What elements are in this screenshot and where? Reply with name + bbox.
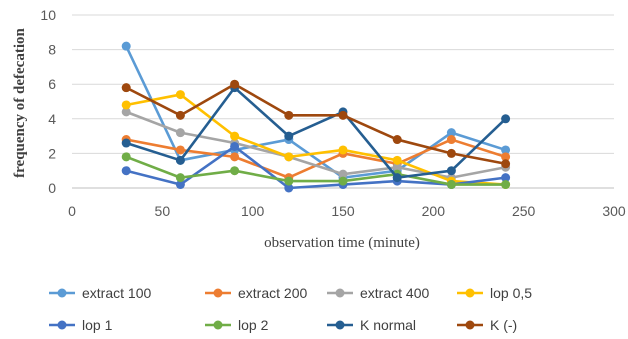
y-tick-label: 6 bbox=[48, 76, 56, 92]
data-point bbox=[175, 145, 185, 155]
data-point bbox=[338, 169, 348, 179]
data-point bbox=[230, 152, 240, 162]
series-5 bbox=[121, 152, 511, 190]
x-axis-title: observation time (minute) bbox=[264, 235, 420, 251]
legend-label: lop 0,5 bbox=[490, 285, 532, 301]
data-point bbox=[501, 114, 511, 124]
legend-item: extract 400 bbox=[327, 285, 429, 301]
data-point bbox=[175, 90, 185, 100]
legend-swatch-marker bbox=[213, 288, 223, 298]
data-point bbox=[392, 155, 402, 165]
data-point bbox=[392, 135, 402, 145]
data-point bbox=[446, 135, 456, 145]
legend-swatch-marker bbox=[335, 288, 345, 298]
legend-item: K normal bbox=[327, 317, 416, 333]
series-line bbox=[125, 155, 506, 186]
legend-item: lop 1 bbox=[49, 317, 113, 333]
series-6 bbox=[121, 83, 511, 183]
x-axis-ticks: 0 50 100 150 200 250 300 bbox=[68, 203, 626, 219]
x-tick-label: 100 bbox=[241, 203, 265, 219]
data-point bbox=[446, 148, 456, 158]
legend-swatch-marker bbox=[465, 320, 475, 330]
data-point bbox=[446, 128, 456, 138]
x-tick-label: 250 bbox=[512, 203, 536, 219]
data-point bbox=[392, 173, 402, 183]
legend-label: extract 100 bbox=[82, 285, 151, 301]
series-7 bbox=[121, 79, 511, 169]
data-point bbox=[230, 79, 240, 89]
series-line bbox=[125, 82, 506, 166]
data-point bbox=[284, 152, 294, 162]
x-tick-label: 0 bbox=[68, 203, 76, 219]
legend-swatch-marker bbox=[57, 288, 67, 298]
data-point bbox=[175, 155, 185, 165]
data-point bbox=[501, 173, 511, 183]
data-point bbox=[284, 131, 294, 141]
data-point bbox=[175, 180, 185, 190]
legend-swatch-marker bbox=[335, 320, 345, 330]
data-point bbox=[175, 128, 185, 138]
y-tick-label: 8 bbox=[48, 42, 56, 58]
legend-item: K (-) bbox=[457, 317, 517, 333]
data-point bbox=[121, 83, 131, 93]
series-line bbox=[125, 86, 507, 179]
data-point bbox=[501, 159, 511, 169]
data-point bbox=[284, 110, 294, 120]
data-point bbox=[501, 152, 511, 162]
legend-swatch-marker bbox=[57, 320, 67, 330]
data-point bbox=[501, 180, 511, 190]
y-tick-label: 4 bbox=[48, 111, 56, 127]
data-point bbox=[121, 100, 131, 110]
data-point bbox=[230, 166, 240, 176]
data-point bbox=[175, 110, 185, 120]
series-line bbox=[125, 45, 506, 179]
series-line bbox=[125, 93, 506, 186]
data-point bbox=[284, 176, 294, 186]
y-axis-title: frequency of defecation bbox=[12, 28, 28, 178]
legend-label: lop 1 bbox=[82, 317, 113, 333]
x-tick-label: 150 bbox=[331, 203, 355, 219]
data-point bbox=[121, 166, 131, 176]
y-tick-label: 10 bbox=[40, 7, 56, 23]
data-point bbox=[230, 131, 240, 141]
data-point bbox=[446, 166, 456, 176]
x-tick-label: 200 bbox=[422, 203, 446, 219]
data-point bbox=[121, 41, 131, 51]
data-point bbox=[121, 152, 131, 162]
data-point bbox=[338, 110, 348, 120]
series-line bbox=[125, 110, 506, 179]
legend-label: K normal bbox=[360, 317, 416, 333]
legend-label: extract 400 bbox=[360, 285, 429, 301]
data-point bbox=[175, 173, 185, 183]
legend-label: extract 200 bbox=[238, 285, 307, 301]
legend-item: extract 200 bbox=[205, 285, 307, 301]
y-tick-label: 2 bbox=[48, 145, 56, 161]
legend-label: lop 2 bbox=[238, 317, 269, 333]
data-point bbox=[338, 145, 348, 155]
data-point bbox=[121, 138, 131, 148]
x-tick-label: 50 bbox=[155, 203, 171, 219]
data-point bbox=[338, 176, 348, 186]
gridlines bbox=[72, 14, 614, 154]
data-point bbox=[392, 162, 402, 172]
legend-item: lop 2 bbox=[205, 317, 269, 333]
legend: extract 100 extract 200 extract 400 lop 0,5… bbox=[49, 285, 532, 333]
data-point bbox=[501, 145, 511, 155]
legend-label: K (-) bbox=[490, 317, 517, 333]
legend-item: lop 0,5 bbox=[457, 285, 532, 301]
data-point bbox=[121, 107, 131, 117]
data-point bbox=[230, 141, 240, 151]
data-point bbox=[446, 180, 456, 190]
legend-swatch-marker bbox=[465, 288, 475, 298]
x-tick-label: 300 bbox=[602, 203, 626, 219]
data-point bbox=[284, 183, 294, 193]
legend-swatch-marker bbox=[213, 320, 223, 330]
y-axis-ticks: 0 2 4 6 8 10 bbox=[40, 7, 56, 196]
series-group bbox=[121, 41, 511, 193]
legend-item: extract 100 bbox=[49, 285, 151, 301]
y-tick-label: 0 bbox=[48, 180, 56, 196]
